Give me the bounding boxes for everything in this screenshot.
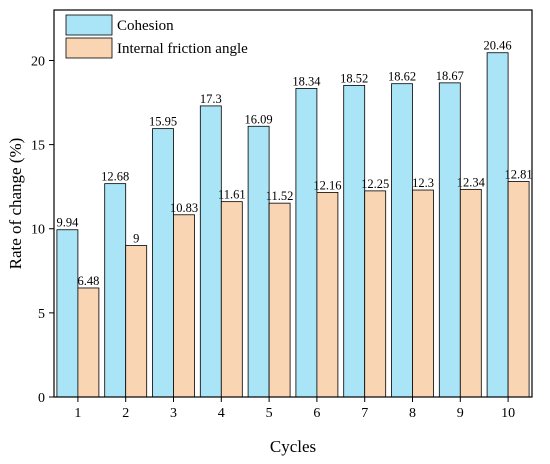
x-tick-label-1: 1 bbox=[74, 406, 81, 421]
x-tick-label-2: 2 bbox=[122, 406, 129, 421]
bar-internal-friction-angle-cycle-1 bbox=[77, 287, 100, 398]
bar-cohesion-cycle-5 bbox=[247, 125, 270, 398]
data-label-cohesion-cycle-2: 12.68 bbox=[101, 170, 129, 184]
x-tick-label-3: 3 bbox=[170, 406, 177, 421]
bar-internal-friction-angle-cycle-7 bbox=[364, 190, 387, 398]
plot-frame bbox=[53, 9, 533, 398]
legend-swatch-cohesion bbox=[65, 14, 113, 36]
data-label-internal-friction-angle-cycle-4: 11.61 bbox=[218, 188, 246, 202]
x-tick-label-5: 5 bbox=[266, 406, 273, 421]
x-tick-label-4: 4 bbox=[218, 406, 225, 421]
y-axis-title: Rate of change (%) bbox=[6, 138, 25, 270]
bar-cohesion-cycle-6 bbox=[295, 88, 318, 398]
y-tick-label-20: 20 bbox=[31, 54, 45, 69]
legend-label-internal-friction-angle: Internal friction angle bbox=[117, 41, 248, 57]
data-label-cohesion-cycle-1: 9.94 bbox=[56, 216, 79, 230]
data-label-cohesion-cycle-7: 18.52 bbox=[340, 71, 368, 85]
bar-cohesion-cycle-10 bbox=[486, 52, 509, 398]
bar-internal-friction-angle-cycle-2 bbox=[125, 245, 148, 398]
data-label-cohesion-cycle-6: 18.34 bbox=[292, 74, 321, 88]
bar-internal-friction-angle-cycle-10 bbox=[507, 181, 530, 398]
bar-internal-friction-angle-cycle-4 bbox=[220, 201, 243, 398]
bar-cohesion-cycle-2 bbox=[104, 183, 127, 398]
data-label-internal-friction-angle-cycle-2: 9 bbox=[133, 232, 139, 246]
x-axis: 1 2 3 4 5 6 7 8 9 10 bbox=[74, 397, 515, 421]
y-tick-label-10: 10 bbox=[31, 223, 45, 238]
data-label-cohesion-cycle-3: 15.95 bbox=[149, 115, 177, 129]
data-label-internal-friction-angle-cycle-10: 12.81 bbox=[505, 167, 533, 181]
legend-label-cohesion: Cohesion bbox=[117, 18, 174, 34]
data-label-internal-friction-angle-cycle-7: 12.25 bbox=[361, 177, 389, 191]
bar-internal-friction-angle-cycle-6 bbox=[316, 191, 339, 398]
legend: Cohesion Internal friction angle bbox=[65, 14, 248, 59]
data-labels-layer: 9.94 6.48 12.68 9 15.95 10.83 17.3 11.61 16.09 11… bbox=[56, 39, 532, 288]
bar-internal-friction-angle-cycle-9 bbox=[459, 188, 482, 398]
bar-cohesion-cycle-3 bbox=[152, 128, 174, 398]
bar-cohesion-cycle-4 bbox=[199, 105, 222, 398]
y-tick-label-0: 0 bbox=[38, 391, 45, 406]
data-label-internal-friction-angle-cycle-3: 10.83 bbox=[170, 201, 198, 215]
legend-swatch-internal-friction-angle bbox=[65, 37, 113, 59]
bar-cohesion-cycle-8 bbox=[391, 83, 413, 398]
data-label-internal-friction-angle-cycle-8: 12.3 bbox=[412, 176, 434, 190]
bar-internal-friction-angle-cycle-8 bbox=[412, 189, 434, 398]
bar-cohesion-cycle-1 bbox=[56, 229, 79, 398]
x-axis-title: Cycles bbox=[270, 437, 316, 456]
bar-internal-friction-angle-cycle-5 bbox=[268, 202, 291, 398]
data-label-cohesion-cycle-8: 18.62 bbox=[388, 70, 416, 84]
x-tick-label-6: 6 bbox=[313, 406, 320, 421]
x-tick-label-9: 9 bbox=[457, 406, 464, 421]
data-label-cohesion-cycle-10: 20.46 bbox=[484, 39, 512, 53]
data-label-internal-friction-angle-cycle-5: 11.52 bbox=[266, 189, 294, 203]
x-tick-label-8: 8 bbox=[409, 406, 416, 421]
bar-internal-friction-angle-cycle-3 bbox=[173, 214, 195, 398]
y-axis: 0 5 10 15 20 bbox=[31, 54, 54, 406]
data-label-cohesion-cycle-4: 17.3 bbox=[200, 92, 222, 106]
bar-cohesion-cycle-9 bbox=[438, 82, 461, 398]
data-label-cohesion-cycle-5: 16.09 bbox=[245, 112, 273, 126]
y-tick-label-5: 5 bbox=[38, 307, 45, 322]
data-label-internal-friction-angle-cycle-9: 12.34 bbox=[457, 175, 486, 189]
bars-layer bbox=[56, 52, 530, 398]
data-label-internal-friction-angle-cycle-1: 6.48 bbox=[77, 274, 99, 288]
y-tick-label-15: 15 bbox=[31, 139, 45, 154]
x-tick-label-10: 10 bbox=[501, 406, 515, 421]
x-tick-label-7: 7 bbox=[361, 406, 368, 421]
data-label-cohesion-cycle-9: 18.67 bbox=[436, 69, 464, 83]
data-label-internal-friction-angle-cycle-6: 12.16 bbox=[313, 178, 341, 192]
bar-cohesion-cycle-7 bbox=[343, 84, 366, 398]
